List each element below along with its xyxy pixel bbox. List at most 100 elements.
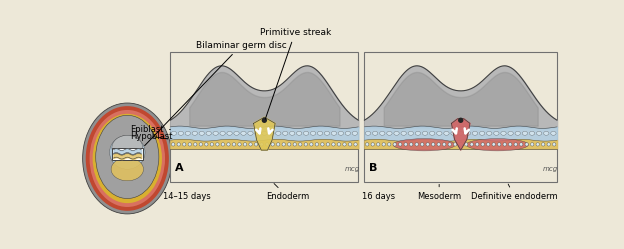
Circle shape — [243, 143, 246, 146]
Ellipse shape — [234, 131, 239, 135]
Ellipse shape — [290, 131, 295, 135]
Ellipse shape — [192, 131, 197, 135]
Ellipse shape — [85, 106, 169, 211]
Circle shape — [227, 143, 230, 146]
Circle shape — [249, 143, 252, 146]
Ellipse shape — [303, 131, 309, 135]
Polygon shape — [452, 119, 470, 150]
Ellipse shape — [451, 131, 456, 135]
Ellipse shape — [479, 131, 485, 135]
Ellipse shape — [515, 131, 520, 135]
Circle shape — [366, 143, 369, 146]
Ellipse shape — [529, 131, 535, 135]
Ellipse shape — [268, 131, 274, 135]
Ellipse shape — [429, 131, 435, 135]
Ellipse shape — [227, 131, 232, 135]
Circle shape — [288, 143, 291, 146]
Circle shape — [475, 143, 479, 146]
Circle shape — [310, 143, 313, 146]
Circle shape — [315, 143, 318, 146]
Circle shape — [255, 143, 258, 146]
Ellipse shape — [387, 131, 392, 135]
Ellipse shape — [110, 135, 145, 169]
Ellipse shape — [90, 110, 165, 207]
Bar — [170, 52, 358, 182]
Text: Definitive endoderm: Definitive endoderm — [471, 184, 558, 201]
Ellipse shape — [255, 131, 260, 135]
Circle shape — [487, 143, 490, 146]
Ellipse shape — [185, 131, 190, 135]
Ellipse shape — [296, 131, 302, 135]
Ellipse shape — [437, 131, 442, 135]
Circle shape — [371, 143, 374, 146]
Circle shape — [388, 143, 391, 146]
Ellipse shape — [324, 131, 329, 135]
Circle shape — [193, 143, 197, 146]
Circle shape — [525, 143, 529, 146]
Text: B: B — [369, 163, 378, 173]
Bar — [112, 148, 143, 160]
Ellipse shape — [199, 131, 205, 135]
Circle shape — [514, 143, 517, 146]
Circle shape — [172, 143, 175, 146]
Circle shape — [448, 143, 451, 146]
Circle shape — [304, 143, 308, 146]
Ellipse shape — [95, 115, 159, 198]
Ellipse shape — [365, 131, 371, 135]
Circle shape — [177, 143, 180, 146]
Circle shape — [183, 143, 186, 146]
Ellipse shape — [112, 135, 143, 160]
Circle shape — [354, 143, 357, 146]
Ellipse shape — [458, 131, 464, 135]
Circle shape — [542, 143, 545, 146]
Ellipse shape — [331, 131, 336, 135]
Circle shape — [459, 143, 462, 146]
Ellipse shape — [111, 158, 144, 181]
Ellipse shape — [213, 131, 218, 135]
Ellipse shape — [393, 139, 456, 151]
Ellipse shape — [415, 131, 421, 135]
Text: Hypoblast: Hypoblast — [130, 132, 173, 141]
Circle shape — [261, 118, 267, 123]
Ellipse shape — [178, 131, 183, 135]
Ellipse shape — [444, 131, 449, 135]
Ellipse shape — [283, 131, 288, 135]
Circle shape — [536, 143, 539, 146]
Circle shape — [547, 143, 550, 146]
Ellipse shape — [379, 131, 385, 135]
Text: mcg: mcg — [543, 166, 558, 172]
Ellipse shape — [544, 131, 549, 135]
Ellipse shape — [241, 131, 246, 135]
Ellipse shape — [422, 131, 428, 135]
Circle shape — [210, 143, 213, 146]
Circle shape — [232, 143, 236, 146]
Circle shape — [503, 143, 507, 146]
Circle shape — [205, 143, 208, 146]
Circle shape — [442, 143, 446, 146]
Circle shape — [497, 143, 501, 146]
Circle shape — [481, 143, 484, 146]
Circle shape — [415, 143, 419, 146]
Circle shape — [216, 143, 219, 146]
Ellipse shape — [92, 114, 162, 203]
Ellipse shape — [537, 131, 542, 135]
Circle shape — [293, 143, 296, 146]
Ellipse shape — [82, 103, 172, 214]
Circle shape — [509, 143, 512, 146]
Circle shape — [321, 143, 324, 146]
Ellipse shape — [171, 131, 177, 135]
Ellipse shape — [487, 131, 492, 135]
Circle shape — [260, 143, 263, 146]
Ellipse shape — [508, 131, 514, 135]
Ellipse shape — [408, 131, 414, 135]
Ellipse shape — [338, 131, 344, 135]
Circle shape — [458, 118, 464, 123]
Circle shape — [409, 143, 413, 146]
Circle shape — [326, 143, 329, 146]
Ellipse shape — [494, 131, 499, 135]
Polygon shape — [253, 117, 275, 150]
Text: Bilaminar germ disc: Bilaminar germ disc — [145, 41, 286, 146]
Circle shape — [432, 143, 435, 146]
Circle shape — [265, 143, 269, 146]
Ellipse shape — [318, 131, 323, 135]
